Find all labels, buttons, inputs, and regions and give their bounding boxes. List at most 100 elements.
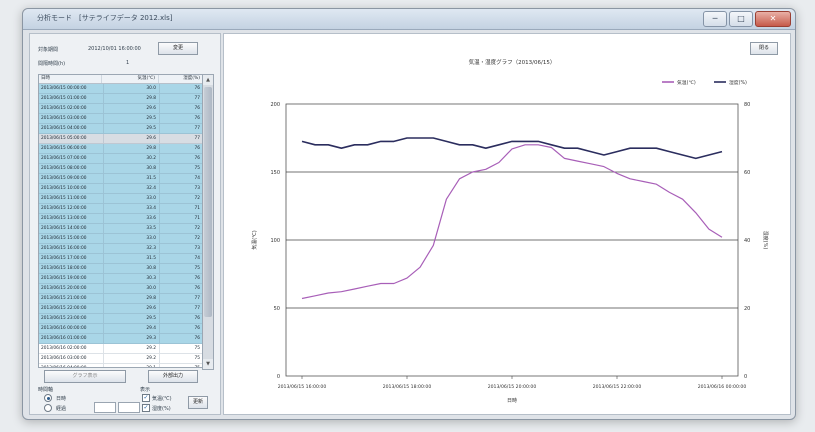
y-right-tick-label: 80	[744, 102, 750, 108]
cell-humidity: 72	[159, 194, 203, 203]
scroll-thumb[interactable]	[204, 87, 212, 317]
period-change-button[interactable]: 変更	[158, 42, 198, 55]
y-left-tick-label: 100	[270, 238, 280, 244]
cell-humidity: 73	[159, 244, 203, 253]
table-row[interactable]: 2013/06/15 15:00:00 33.0 72	[39, 234, 203, 244]
cell-datetime: 2013/06/15 14:00:00	[41, 226, 87, 231]
data-table[interactable]: 日時 気温(℃) 湿度(%) 2013/06/15 00:00:00 30.0 76…	[38, 74, 204, 368]
y-right-tick-label: 0	[744, 374, 747, 380]
scroll-up-icon[interactable]: ▲	[203, 75, 213, 85]
y-left-tick-label: 50	[274, 306, 280, 312]
table-row[interactable]: 2013/06/15 11:00:00 33.0 72	[39, 194, 203, 204]
table-row[interactable]: 2013/06/15 18:00:00 30.8 75	[39, 264, 203, 274]
cell-temperature: 29.6	[103, 134, 159, 143]
cell-humidity: 71	[159, 214, 203, 223]
export-button[interactable]: 外部出力	[148, 370, 198, 383]
table-row[interactable]: 2013/06/16 00:00:00 29.4 76	[39, 324, 203, 334]
table-row[interactable]: 2013/06/15 21:00:00 29.8 77	[39, 294, 203, 304]
table-scrollbar[interactable]: ▲ ▼	[202, 74, 214, 370]
table-row[interactable]: 2013/06/15 07:00:00 30.2 76	[39, 154, 203, 164]
time-axis-group-label: 時間軸	[38, 387, 54, 393]
cell-humidity: 74	[159, 254, 203, 263]
column-header-temperature[interactable]: 気温(℃)	[101, 75, 158, 83]
radio-datetime-label: 日時	[56, 396, 67, 402]
cell-humidity: 77	[159, 294, 203, 303]
cell-temperature: 30.0	[103, 84, 159, 93]
app-window: 分析モード [サテライフデータ 2012.xls] ─ □ ✕ 対象期間 201…	[22, 8, 796, 420]
cell-humidity: 76	[159, 144, 203, 153]
table-row[interactable]: 2013/06/15 23:00:00 29.5 76	[39, 314, 203, 324]
x-tick-label: 2013/06/15 18:00:00	[383, 384, 432, 390]
table-row[interactable]: 2013/06/15 14:00:00 33.5 72	[39, 224, 203, 234]
cell-humidity: 73	[159, 184, 203, 193]
cell-datetime: 2013/06/15 11:00:00	[41, 196, 87, 201]
title-bar[interactable]: 分析モード [サテライフデータ 2012.xls] ─ □ ✕	[23, 9, 795, 30]
column-header-datetime[interactable]: 日時	[41, 76, 50, 81]
elapsed-hours-input[interactable]	[94, 402, 116, 413]
checkbox-humidity[interactable]: ✓	[142, 404, 150, 412]
table-row[interactable]: 2013/06/15 05:00:00 29.6 77	[39, 134, 203, 144]
radio-datetime[interactable]	[44, 394, 52, 402]
table-row[interactable]: 2013/06/15 02:00:00 29.6 76	[39, 104, 203, 114]
cell-temperature: 33.4	[103, 204, 159, 213]
table-row[interactable]: 2013/06/15 06:00:00 29.8 76	[39, 144, 203, 154]
cell-humidity: 77	[159, 124, 203, 133]
cell-humidity: 77	[159, 304, 203, 313]
table-row[interactable]: 2013/06/15 09:00:00 31.5 74	[39, 174, 203, 184]
cell-temperature: 29.8	[103, 144, 159, 153]
close-window-button[interactable]: ✕	[755, 11, 791, 27]
radio-elapsed[interactable]	[44, 404, 52, 412]
cell-humidity: 74	[159, 174, 203, 183]
checkbox-humidity-label: 湿度(%)	[152, 406, 171, 412]
apply-button[interactable]: 更新	[188, 396, 208, 409]
maximize-button[interactable]: □	[729, 11, 753, 27]
table-row[interactable]: 2013/06/15 16:00:00 32.3 73	[39, 244, 203, 254]
table-row[interactable]: 2013/06/15 01:00:00 29.8 77	[39, 94, 203, 104]
cell-humidity: 77	[159, 134, 203, 143]
cell-humidity: 77	[159, 94, 203, 103]
table-row[interactable]: 2013/06/16 03:00:00 29.2 75	[39, 354, 203, 364]
cell-datetime: 2013/06/15 02:00:00	[41, 106, 87, 111]
cell-datetime: 2013/06/15 00:00:00	[41, 86, 87, 91]
chart-close-button[interactable]: 閉る	[750, 42, 778, 55]
table-row[interactable]: 2013/06/15 22:00:00 29.6 77	[39, 304, 203, 314]
column-header-humidity[interactable]: 湿度(%)	[158, 75, 203, 83]
table-row[interactable]: 2013/06/15 08:00:00 30.8 75	[39, 164, 203, 174]
cell-datetime: 2013/06/16 03:00:00	[41, 356, 87, 361]
table-row[interactable]: 2013/06/15 12:00:00 33.4 71	[39, 204, 203, 214]
scroll-down-icon[interactable]: ▼	[203, 359, 213, 369]
table-row[interactable]: 2013/06/15 20:00:00 30.0 76	[39, 284, 203, 294]
legend-label: 気温(℃)	[677, 79, 696, 86]
table-row[interactable]: 2013/06/15 13:00:00 33.6 71	[39, 214, 203, 224]
cell-datetime: 2013/06/15 01:00:00	[41, 96, 87, 101]
table-row[interactable]: 2013/06/15 19:00:00 30.3 76	[39, 274, 203, 284]
table-row[interactable]: 2013/06/15 04:00:00 29.5 77	[39, 124, 203, 134]
minimize-button[interactable]: ─	[703, 11, 727, 27]
line-chart: 0 50 100 150 200 0 20 40 60 80 2013/06/15 16:00:00…	[251, 58, 769, 404]
elapsed-minutes-input[interactable]	[118, 402, 140, 413]
table-row[interactable]: 2013/06/15 10:00:00 32.4 73	[39, 184, 203, 194]
legend-label: 湿度(%)	[729, 79, 747, 86]
cell-temperature: 29.5	[103, 114, 159, 123]
cell-datetime: 2013/06/15 23:00:00	[41, 316, 87, 321]
cell-humidity: 76	[159, 274, 203, 283]
cell-humidity: 72	[159, 224, 203, 233]
checkbox-temperature[interactable]: ✓	[142, 394, 150, 402]
table-row[interactable]: 2013/06/16 01:00:00 29.3 76	[39, 334, 203, 344]
cell-temperature: 30.2	[103, 154, 159, 163]
table-row[interactable]: 2013/06/15 00:00:00 30.0 76	[39, 84, 203, 94]
cell-datetime: 2013/06/15 06:00:00	[41, 146, 87, 151]
y-right-tick-label: 20	[744, 306, 750, 312]
graph-display-button[interactable]: グラフ表示	[44, 370, 126, 383]
cell-temperature: 33.5	[103, 224, 159, 233]
cell-temperature: 31.5	[103, 254, 159, 263]
cell-humidity: 76	[159, 314, 203, 323]
table-row[interactable]: 2013/06/16 02:00:00 29.2 75	[39, 344, 203, 354]
cell-datetime: 2013/06/15 07:00:00	[41, 156, 87, 161]
table-row[interactable]: 2013/06/15 17:00:00 31.5 74	[39, 254, 203, 264]
y-left-tick-label: 0	[277, 374, 280, 380]
cell-temperature: 30.8	[103, 264, 159, 273]
cell-datetime: 2013/06/15 08:00:00	[41, 166, 87, 171]
table-row[interactable]: 2013/06/15 03:00:00 29.5 76	[39, 114, 203, 124]
